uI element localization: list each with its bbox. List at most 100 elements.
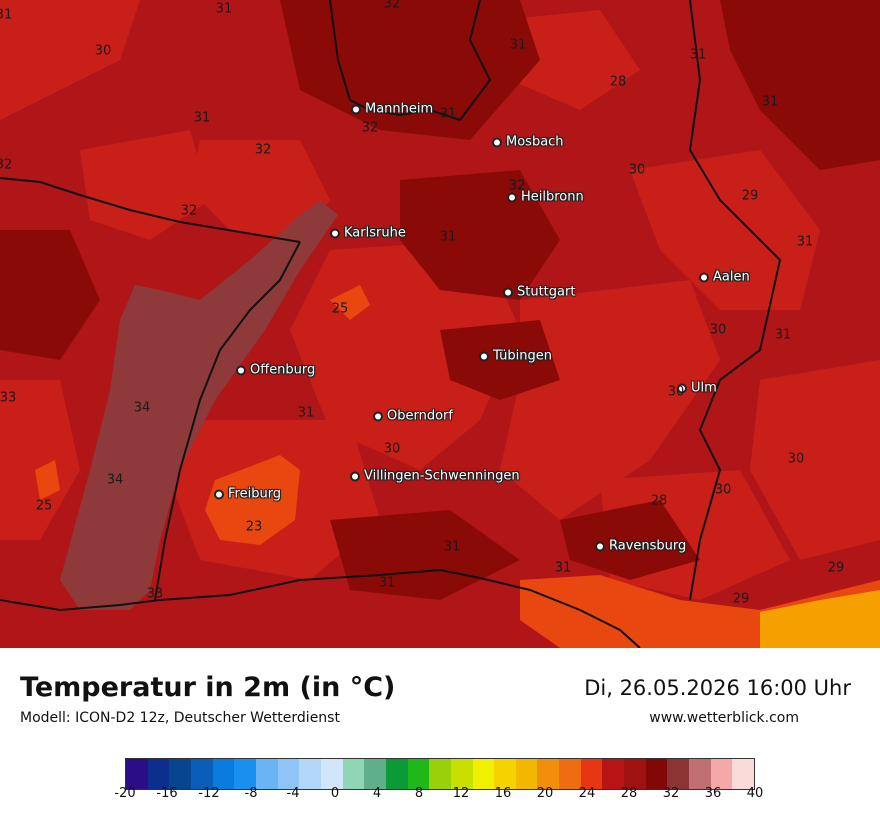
legend-swatch (450, 759, 473, 789)
isoline-label: 30 (383, 441, 401, 457)
isoline-label: 25 (35, 498, 53, 514)
temperature-field (0, 0, 880, 648)
isoline-label: 30 (94, 43, 112, 59)
legend-tick: 0 (330, 786, 340, 801)
city-marker (503, 287, 513, 297)
isoline-label: 29 (732, 591, 750, 607)
legend-swatch (126, 759, 148, 789)
isoline-label: 31 (554, 560, 572, 576)
isoline-label: 28 (609, 74, 627, 90)
legend-swatch (710, 759, 733, 789)
city-tuebingen: Tübingen (479, 349, 552, 364)
city-label: Tübingen (493, 348, 552, 364)
city-marker (214, 489, 224, 499)
city-marker (492, 137, 502, 147)
legend-swatch (234, 759, 256, 789)
city-marker (595, 541, 605, 551)
cool-patch-25-west (35, 460, 60, 500)
city-label: Ravensburg (609, 538, 687, 554)
city-oberndorf: Oberndorf (373, 409, 453, 424)
isoline-label: 29 (827, 560, 845, 576)
city-marker (351, 104, 361, 114)
city-villingen: Villingen-Schwenningen (350, 469, 520, 484)
isoline-label: 31 (439, 229, 457, 245)
legend-swatch (559, 759, 581, 789)
isoline-label: 31 (761, 94, 779, 110)
isoline-label: 30 (709, 322, 727, 338)
city-marker (699, 272, 709, 282)
legend-swatch (407, 759, 430, 789)
legend-swatch (169, 759, 191, 789)
city-label: Mannheim (365, 101, 434, 117)
legend-swatch (537, 759, 560, 789)
isoline-label: 31 (443, 539, 461, 555)
legend-tick: 40 (746, 786, 764, 801)
legend-tick: -20 (114, 786, 136, 801)
city-ravensburg: Ravensburg (595, 539, 686, 554)
temperature-map: Mannheim Mosbach Heilbronn Karlsruhe Aalen St… (0, 0, 880, 648)
isoline-label: 31 (774, 327, 792, 343)
website-link[interactable]: www.wetterblick.com (649, 710, 799, 726)
legend-tick: 20 (536, 786, 554, 801)
isoline-label: 31 (0, 7, 13, 23)
legend-swatch (364, 759, 386, 789)
legend-tick: 32 (662, 786, 680, 801)
city-mosbach: Mosbach (492, 135, 564, 150)
legend-color-bar (125, 758, 755, 790)
legend-swatch (624, 759, 646, 789)
legend-tick: -16 (156, 786, 178, 801)
alpine-foreland-20 (760, 590, 880, 648)
legend-swatch (299, 759, 321, 789)
isoline-label: 33 (0, 390, 17, 406)
city-label: Mosbach (506, 134, 564, 150)
border-lines (0, 0, 782, 648)
color-legend (125, 758, 755, 790)
forecast-datetime: Di, 26.05.2026 16:00 Uhr (584, 676, 851, 700)
legend-swatch (494, 759, 516, 789)
legend-swatch (515, 759, 538, 789)
legend-tick: 8 (414, 786, 424, 801)
city-offenburg: Offenburg (236, 363, 315, 378)
isoline-label: 31 (193, 110, 211, 126)
city-label: Oberndorf (387, 408, 453, 424)
city-label: Villingen-Schwenningen (364, 468, 520, 484)
isoline-label: 31 (378, 575, 396, 591)
isoline-label: 32 (361, 120, 379, 136)
legend-swatch (212, 759, 235, 789)
isoline-label: 32 (383, 0, 401, 12)
isoline-label: 31 (439, 106, 457, 122)
isoline-label: 30 (667, 384, 685, 400)
city-marker (373, 411, 383, 421)
legend-swatch (385, 759, 408, 789)
isoline-label: 33 (146, 586, 164, 602)
legend-swatch (190, 759, 213, 789)
isoline-label: 31 (689, 47, 707, 63)
legend-swatch (320, 759, 343, 789)
legend-swatch (342, 759, 365, 789)
city-label: Offenburg (250, 362, 316, 378)
cool-patch-25 (330, 285, 370, 320)
isoline-label: 34 (133, 400, 151, 416)
isoline-label: 30 (787, 451, 805, 467)
city-marker (677, 383, 687, 393)
isoline-label: 29 (741, 188, 759, 204)
legend-tick: -4 (286, 786, 300, 801)
map-title: Temperatur in 2m (in °C) (20, 672, 396, 703)
isoline-label: 30 (628, 162, 646, 178)
legend-swatch (689, 759, 711, 789)
legend-tick: 28 (620, 786, 638, 801)
legend-swatch (580, 759, 603, 789)
isoline-label: 32 (180, 203, 198, 219)
legend-swatch (429, 759, 451, 789)
legend-swatch (147, 759, 170, 789)
legend-swatch (732, 759, 755, 789)
city-label: Stuttgart (517, 284, 576, 300)
isoline-label: 31 (297, 405, 315, 421)
isoline-label: 32 (254, 142, 272, 158)
city-marker (330, 228, 340, 238)
city-aalen: Aalen (699, 270, 750, 285)
isoline-label: 32 (0, 157, 13, 173)
city-heilbronn: Heilbronn (507, 190, 584, 205)
isoline-label: 23 (245, 519, 263, 535)
legend-swatch (255, 759, 278, 789)
